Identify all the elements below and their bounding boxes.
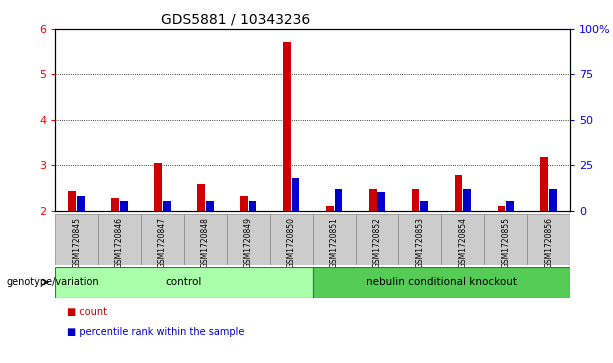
Text: ■ count: ■ count — [67, 307, 107, 317]
Bar — [112, 198, 119, 211]
Bar — [154, 163, 162, 211]
Text: ■ percentile rank within the sample: ■ percentile rank within the sample — [67, 327, 245, 337]
Bar — [197, 184, 205, 211]
Text: genotype/variation: genotype/variation — [6, 277, 99, 287]
Bar — [398, 214, 441, 265]
Text: GSM1720851: GSM1720851 — [330, 217, 338, 268]
Bar — [527, 214, 570, 265]
Text: GSM1720856: GSM1720856 — [544, 217, 553, 268]
Bar — [506, 201, 514, 211]
Bar — [441, 214, 484, 265]
Bar — [463, 189, 471, 211]
Bar — [484, 214, 527, 265]
Bar — [412, 189, 419, 211]
Bar — [421, 201, 428, 211]
Bar — [313, 267, 570, 298]
Bar — [55, 267, 313, 298]
Text: control: control — [166, 277, 202, 287]
Bar — [206, 201, 213, 211]
Text: GSM1720846: GSM1720846 — [115, 217, 124, 268]
Text: GSM1720848: GSM1720848 — [201, 217, 210, 268]
Title: GDS5881 / 10343236: GDS5881 / 10343236 — [161, 12, 310, 26]
Text: GSM1720845: GSM1720845 — [72, 217, 81, 268]
Text: GSM1720855: GSM1720855 — [501, 217, 510, 268]
Bar — [378, 192, 385, 211]
Bar — [240, 196, 248, 211]
Bar — [98, 214, 141, 265]
Bar — [455, 175, 462, 211]
Bar — [55, 214, 98, 265]
Text: GSM1720849: GSM1720849 — [244, 217, 253, 268]
Bar — [313, 214, 356, 265]
Bar — [549, 189, 557, 211]
Bar — [292, 178, 299, 211]
Bar — [335, 189, 342, 211]
Bar — [184, 214, 227, 265]
Text: GSM1720847: GSM1720847 — [158, 217, 167, 268]
Bar — [356, 214, 398, 265]
Text: GSM1720850: GSM1720850 — [287, 217, 295, 268]
Bar — [227, 214, 270, 265]
Text: GSM1720854: GSM1720854 — [459, 217, 467, 268]
Bar — [541, 157, 548, 211]
Bar — [270, 214, 313, 265]
Bar — [69, 192, 76, 211]
Bar — [163, 201, 170, 211]
Bar — [77, 196, 85, 211]
Bar — [369, 189, 376, 211]
Bar — [283, 42, 291, 211]
Text: nebulin conditional knockout: nebulin conditional knockout — [366, 277, 517, 287]
Bar — [141, 214, 184, 265]
Bar — [249, 201, 256, 211]
Bar — [498, 206, 505, 211]
Text: GSM1720853: GSM1720853 — [416, 217, 424, 268]
Bar — [326, 206, 333, 211]
Text: GSM1720852: GSM1720852 — [373, 217, 381, 268]
Bar — [120, 201, 128, 211]
